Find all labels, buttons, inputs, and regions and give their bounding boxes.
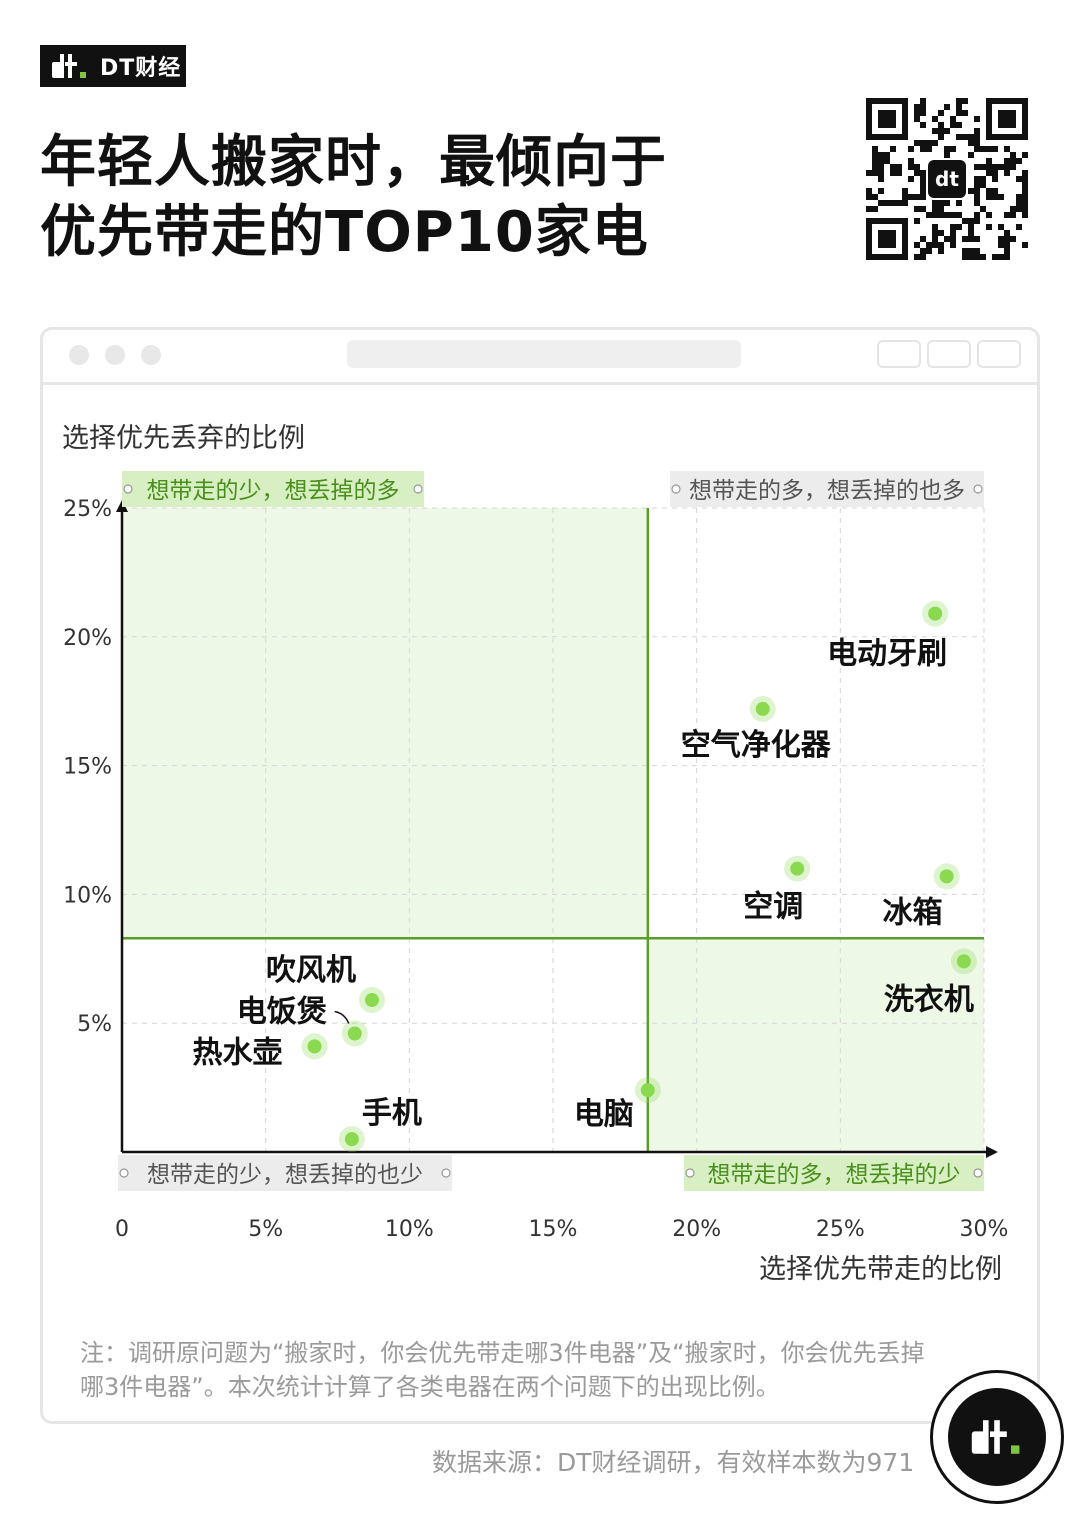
y-tick-label: 15% (63, 755, 112, 780)
window-minimize-icon[interactable] (105, 345, 125, 365)
qr-code-icon: dt (866, 98, 1028, 260)
x-tick-label: 5% (248, 1217, 283, 1242)
point-label: 空调 (743, 890, 803, 925)
data-point (347, 1026, 362, 1041)
y-tick-label: 20% (63, 626, 112, 651)
svg-text:dt: dt (935, 167, 959, 191)
quadrant-label-top-right-bg (670, 471, 984, 507)
point-label: 手机 (362, 1096, 422, 1131)
quadrant-label-bottom-right: 想带走的多，想丢掉的少 (708, 1162, 961, 1188)
x-tick-label: 15% (529, 1217, 578, 1242)
point-label: 吹风机 (266, 953, 356, 988)
bullet-icon (671, 484, 681, 494)
point-label: 电饭煲 (237, 995, 327, 1030)
data-point (344, 1132, 359, 1147)
bullet-icon (973, 1168, 983, 1178)
data-point (790, 861, 805, 876)
quadrant-label-bottom-left-bg (118, 1155, 452, 1191)
address-bar[interactable] (347, 340, 741, 368)
brand-name: DT财经 (100, 56, 182, 81)
y-tick-label: 25% (63, 497, 112, 522)
share-icon[interactable] (927, 340, 971, 368)
quadrant-label-bottom-right-bg (684, 1155, 984, 1191)
bullet-icon (973, 484, 983, 494)
chart-frame (40, 327, 1040, 1424)
copy-icon[interactable] (977, 340, 1021, 368)
footnote: 注：调研原问题为“搬家时，你会优先带走哪3件电器”及“搬家时，你会优先丢掉哪3件… (80, 1339, 925, 1401)
page-title: 年轻人搬家时，最倾向于 优先带走的TOP10家电 (40, 128, 667, 268)
title-line-1: 年轻人搬家时，最倾向于 (40, 130, 667, 195)
data-source: 数据来源：DT财经调研，有效样本数为971 (432, 1448, 915, 1477)
brand-tag: DT财经 (40, 45, 186, 87)
window-close-icon[interactable] (69, 345, 89, 365)
point-label: 冰箱 (883, 895, 943, 930)
x-tick-label: 30% (960, 1217, 1009, 1242)
quadrant-top-left-bg (122, 508, 648, 939)
title-line-2: 优先带走的TOP10家电 (40, 200, 649, 265)
quadrant-bottom-right-bg (647, 938, 984, 1152)
quadrant-label-bottom-left: 想带走的少，想丢掉的也少 (147, 1162, 423, 1188)
quadrant-label-top-left-bg (122, 471, 424, 507)
x-axis-arrow-icon (986, 1146, 998, 1158)
bullet-icon (413, 484, 423, 494)
x-tick-label: 25% (816, 1217, 865, 1242)
y-axis-title: 选择优先丢弃的比例 (62, 423, 305, 454)
quadrant-label-top-left: 想带走的少，想丢掉的多 (147, 478, 400, 504)
record-icon[interactable] (877, 340, 921, 368)
data-point (307, 1039, 322, 1054)
window-max-icon[interactable] (141, 345, 161, 365)
point-label: 空气净化器 (681, 728, 832, 763)
leader-line (334, 1010, 350, 1024)
data-point (640, 1083, 655, 1098)
x-tick-label: 20% (672, 1217, 721, 1242)
window-bar (43, 330, 1037, 385)
data-point (755, 701, 770, 716)
bullet-icon (685, 1168, 695, 1178)
x-tick-label: 10% (385, 1217, 434, 1242)
point-label: 电脑 (574, 1097, 634, 1132)
data-point (364, 993, 379, 1008)
data-point (939, 869, 954, 884)
x-tick-label: 0 (115, 1217, 129, 1242)
dt-logo-icon (948, 1388, 1046, 1486)
data-point (956, 954, 971, 969)
x-axis-title: 选择优先带走的比例 (759, 1254, 1002, 1285)
dt-logo-icon (50, 52, 90, 80)
y-tick-label: 10% (63, 883, 112, 908)
point-label: 热水壶 (193, 1035, 283, 1070)
point-label: 洗衣机 (884, 982, 974, 1017)
bullet-icon (123, 484, 133, 494)
data-point (928, 606, 943, 621)
point-label: 电动牙刷 (827, 637, 947, 672)
bullet-icon (441, 1168, 451, 1178)
quadrant-label-top-right: 想带走的多，想丢掉的也多 (689, 478, 965, 504)
corner-logo (930, 1370, 1064, 1504)
bullet-icon (119, 1168, 129, 1178)
y-tick-label: 5% (77, 1012, 112, 1037)
